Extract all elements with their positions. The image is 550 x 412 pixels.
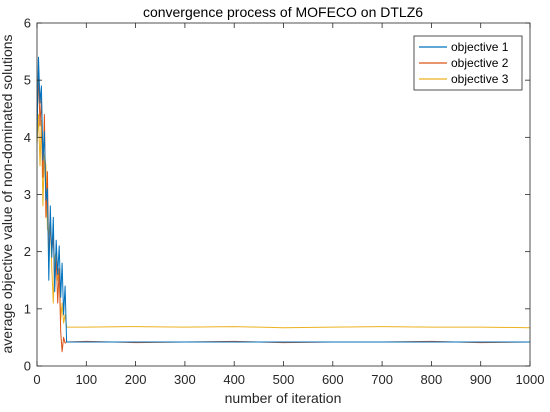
legend-label-objective-2: objective 2 xyxy=(451,56,509,70)
y-tick-label: 4 xyxy=(24,130,31,145)
x-tick-label: 1000 xyxy=(516,372,545,387)
x-tick-label: 300 xyxy=(174,372,196,387)
x-tick-label: 0 xyxy=(33,372,40,387)
y-tick-label: 6 xyxy=(24,16,31,31)
series-lines xyxy=(36,56,531,353)
y-axis: 0 1 2 3 4 5 6 xyxy=(24,16,530,374)
x-tick-label: 900 xyxy=(470,372,492,387)
y-axis-label: average objective value of non-dominated… xyxy=(0,34,15,353)
x-tick-label: 600 xyxy=(322,372,344,387)
x-tick-label: 200 xyxy=(125,372,147,387)
series-line-objective-1 xyxy=(36,56,530,343)
legend: objective 1 objective 2 objective 3 xyxy=(413,35,523,91)
y-tick-label: 0 xyxy=(24,359,31,374)
x-tick-label: 700 xyxy=(371,372,393,387)
legend-label-objective-3: objective 3 xyxy=(451,72,509,86)
x-axis-label: number of iteration xyxy=(225,390,342,406)
y-tick-label: 2 xyxy=(24,244,31,259)
x-axis: 0 100 200 300 400 500 600 700 800 900 1000 xyxy=(33,23,544,387)
x-tick-label: 100 xyxy=(75,372,97,387)
x-tick-label: 500 xyxy=(273,372,295,387)
series-line-objective-2 xyxy=(36,73,531,353)
chart-title: convergence process of MOFECO on DTLZ6 xyxy=(143,4,423,20)
x-tick-label: 800 xyxy=(421,372,443,387)
y-tick-label: 3 xyxy=(24,187,31,202)
x-tick-label: 400 xyxy=(223,372,245,387)
y-tick-label: 5 xyxy=(24,73,31,88)
y-tick-label: 1 xyxy=(24,301,31,316)
legend-label-objective-1: objective 1 xyxy=(451,40,509,54)
